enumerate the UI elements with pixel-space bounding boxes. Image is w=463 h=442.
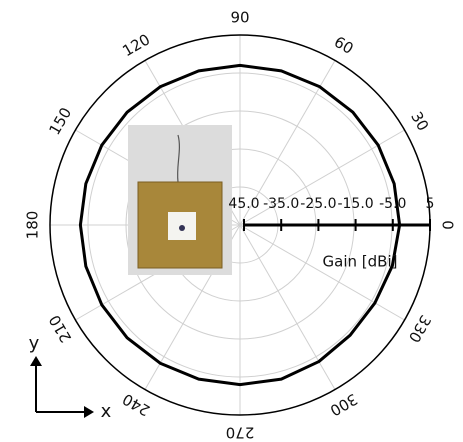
photo — [128, 125, 232, 275]
theta-tick-label: 60 — [331, 33, 357, 58]
theta-tick-label: 300 — [327, 390, 361, 420]
theta-tick-label: 30 — [407, 108, 432, 134]
theta-tick-label: 330 — [405, 312, 435, 346]
r-tick-label: -5.0 — [379, 196, 406, 212]
r-tick-label: -35.0 — [263, 196, 299, 212]
theta-tick-label: 210 — [45, 312, 75, 346]
x-axis-label: x — [101, 401, 112, 422]
theta-tick-label: 150 — [45, 104, 75, 138]
r-tick-label: -15.0 — [337, 196, 373, 212]
r-tick-label: 45.0 — [228, 196, 259, 212]
theta-tick-label: 0 — [439, 220, 457, 230]
r-tick-label: -25.0 — [300, 196, 336, 212]
theta-tick-label: 90 — [230, 9, 249, 27]
theta-tick-label: 120 — [119, 30, 153, 60]
y-axis-label: y — [29, 333, 40, 354]
theta-tick-label: 240 — [119, 390, 153, 420]
grid-spoke — [239, 224, 405, 321]
theta-tick-label: 180 — [24, 211, 42, 240]
grid-spoke — [239, 224, 336, 390]
gain-line — [78, 63, 402, 387]
r-axis-label: Gain [dBi] — [323, 253, 398, 271]
xy-icon — [30, 356, 94, 418]
r-tick-label: 5 — [426, 196, 435, 212]
theta-tick-label: 270 — [226, 424, 255, 442]
